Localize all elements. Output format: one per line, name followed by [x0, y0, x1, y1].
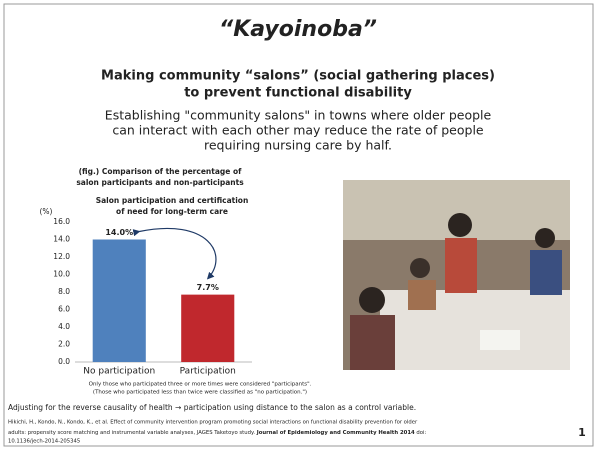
arrow: [132, 227, 217, 280]
y-unit: (%): [40, 207, 53, 216]
citation: adults: propensity score matching and in…: [8, 430, 426, 436]
y-tick-label: 0.0: [58, 357, 70, 366]
chart-title: Salon participation and certification: [96, 196, 249, 205]
x-tick-label: Participation: [180, 367, 236, 377]
adjustment-note: Adjusting for the reverse causality of h…: [8, 403, 416, 412]
chart-title: of need for long-term care: [116, 207, 228, 216]
x-tick-label: No participation: [83, 367, 155, 377]
y-tick-label: 10.0: [53, 270, 70, 279]
y-tick-label: 4.0: [58, 322, 70, 331]
body-text: can interact with each other may reduce …: [112, 123, 484, 138]
note: (Those who participated less than twice …: [93, 390, 307, 396]
y-tick-label: 6.0: [58, 305, 70, 314]
y-tick-label: 2.0: [58, 340, 70, 349]
subtitle: to prevent functional disability: [184, 86, 412, 101]
value-label: 14.0%: [105, 228, 133, 237]
bar-chart: 0.0 2.0 4.0 6.0 8.0 10.0 12.0 14.0 16.0 No partic…: [53, 217, 252, 377]
citation-part: adults: propensity score matching and in…: [8, 430, 257, 436]
y-tick-label: 16.0: [53, 217, 70, 226]
body-text: requiring nursing care by half.: [204, 138, 392, 153]
y-tick-label: 14.0: [53, 235, 70, 244]
title: “Kayoinoba”: [219, 17, 377, 42]
value-label: 7.7%: [197, 283, 219, 292]
citation: Hikichi, H., Kondo, N., Kondo, K., et al…: [8, 420, 418, 426]
y-tick-label: 8.0: [58, 287, 70, 296]
bar: [92, 239, 146, 362]
photo: [343, 180, 570, 370]
page-number: 1: [578, 426, 586, 439]
citation-part: doi:: [415, 430, 427, 436]
bar: [181, 294, 235, 362]
y-tick-label: 12.0: [53, 252, 70, 261]
body-text: Establishing "community salons" in towns…: [105, 108, 492, 123]
note: Only those who participated three or mor…: [89, 382, 312, 388]
subtitle: Making community “salons” (social gather…: [101, 69, 495, 84]
citation: 10.1136/jech-2014-205345: [8, 439, 80, 445]
figure-caption: salon participants and non-participants: [76, 178, 244, 187]
citation-journal: Journal of Epidemiology and Community He…: [256, 430, 415, 436]
figure-caption: (fig.) Comparison of the percentage of: [79, 167, 243, 176]
